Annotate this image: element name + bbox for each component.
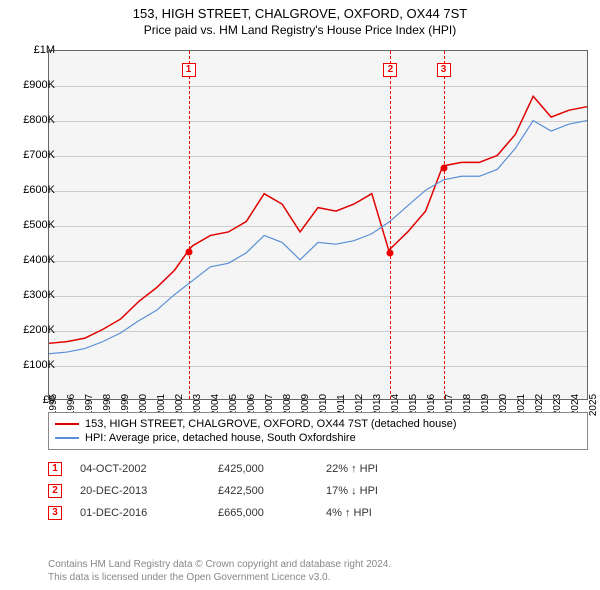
y-axis-tick: £800K — [23, 114, 55, 126]
legend-swatch — [55, 437, 79, 439]
sales-table-row: 3 01-DEC-2016 £665,000 4% ↑ HPI — [48, 502, 588, 524]
attribution-line1: Contains HM Land Registry data © Crown c… — [48, 558, 391, 571]
y-axis-tick: £900K — [23, 79, 55, 91]
sale-flag: 2 — [383, 63, 397, 77]
y-axis-tick: £100K — [23, 359, 55, 371]
sale-flag: 1 — [182, 63, 196, 77]
attribution-line2: This data is licensed under the Open Gov… — [48, 571, 391, 584]
x-axis-tick: 2025 — [588, 394, 599, 416]
sale-marker-dot — [440, 165, 447, 172]
sales-row-date: 01-DEC-2016 — [80, 507, 200, 519]
sales-row-flag: 3 — [48, 506, 62, 520]
sale-marker-dot — [185, 249, 192, 256]
chart-legend: 153, HIGH STREET, CHALGROVE, OXFORD, OX4… — [48, 412, 588, 450]
y-axis-tick: £600K — [23, 184, 55, 196]
sales-row-delta: 22% ↑ HPI — [326, 463, 436, 475]
sales-row-price: £665,000 — [218, 507, 308, 519]
line-series-svg — [49, 51, 587, 399]
chart-title: 153, HIGH STREET, CHALGROVE, OXFORD, OX4… — [0, 0, 600, 21]
sales-table-row: 2 20-DEC-2013 £422,500 17% ↓ HPI — [48, 480, 588, 502]
sales-row-flag: 1 — [48, 462, 62, 476]
legend-row: HPI: Average price, detached house, Sout… — [55, 431, 581, 445]
sales-row-date: 20-DEC-2013 — [80, 485, 200, 497]
sale-marker-dot — [387, 250, 394, 257]
sales-table: 1 04-OCT-2002 £425,000 22% ↑ HPI 2 20-DEC-201… — [48, 458, 588, 524]
attribution-text: Contains HM Land Registry data © Crown c… — [48, 558, 391, 584]
sales-table-row: 1 04-OCT-2002 £425,000 22% ↑ HPI — [48, 458, 588, 480]
y-axis-tick: £400K — [23, 254, 55, 266]
y-axis-tick: £500K — [23, 219, 55, 231]
chart-plot-area: 1 2 3 — [48, 50, 588, 400]
sales-row-date: 04-OCT-2002 — [80, 463, 200, 475]
sales-row-flag: 2 — [48, 484, 62, 498]
y-axis-tick: £700K — [23, 149, 55, 161]
legend-label: HPI: Average price, detached house, Sout… — [85, 432, 356, 444]
sales-row-delta: 4% ↑ HPI — [326, 507, 436, 519]
legend-label: 153, HIGH STREET, CHALGROVE, OXFORD, OX4… — [85, 418, 457, 430]
y-axis-tick: £1M — [34, 44, 55, 56]
legend-row: 153, HIGH STREET, CHALGROVE, OXFORD, OX4… — [55, 417, 581, 431]
y-axis-tick: £300K — [23, 289, 55, 301]
y-axis-tick: £200K — [23, 324, 55, 336]
sales-row-price: £425,000 — [218, 463, 308, 475]
sale-flag: 3 — [437, 63, 451, 77]
sales-row-price: £422,500 — [218, 485, 308, 497]
data-series-line — [49, 96, 587, 343]
legend-swatch — [55, 423, 79, 425]
chart-subtitle: Price paid vs. HM Land Registry's House … — [0, 21, 600, 37]
data-series-line — [49, 121, 587, 354]
sales-row-delta: 17% ↓ HPI — [326, 485, 436, 497]
